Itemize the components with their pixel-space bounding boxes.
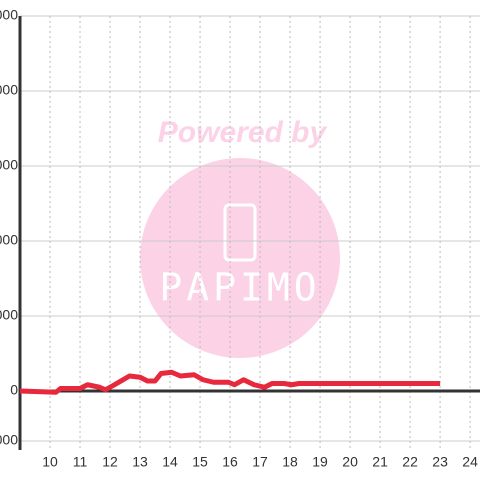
x-tick-label: 15 bbox=[192, 454, 208, 470]
y-tick-label: 90,000 bbox=[0, 157, 18, 173]
x-tick-label: 10 bbox=[42, 454, 58, 470]
x-tick-label: 11 bbox=[73, 454, 88, 470]
y-tick-label: 0 bbox=[10, 382, 18, 398]
x-tick-label: 19 bbox=[312, 454, 328, 470]
line bbox=[19, 369, 441, 395]
x-tick-label: 24 bbox=[462, 454, 478, 470]
x-tick-label: 20 bbox=[342, 454, 358, 470]
y-tick-label: 150,000 bbox=[0, 7, 18, 23]
x-tick-label: 12 bbox=[102, 454, 118, 470]
x-tick-label: 14 bbox=[162, 454, 178, 470]
y-tick-label: -20,000 bbox=[0, 432, 18, 448]
y-tick-label: 30,000 bbox=[0, 307, 18, 323]
x-tick-label: 13 bbox=[132, 454, 148, 470]
x-tick-label: 17 bbox=[252, 454, 268, 470]
x-tick-label: 22 bbox=[402, 454, 418, 470]
x-tick-label: 21 bbox=[372, 454, 388, 470]
x-tick-label: 23 bbox=[432, 454, 448, 470]
watermark-logo: PAPIMO bbox=[159, 266, 320, 310]
y-tick-label: 60,000 bbox=[0, 232, 18, 248]
watermark-icon bbox=[223, 203, 257, 262]
y-tick-label: 120,000 bbox=[0, 82, 18, 98]
x-tick-label: 16 bbox=[222, 454, 238, 470]
x-tick-label: 18 bbox=[282, 454, 298, 470]
watermark-text: Powered by bbox=[158, 116, 328, 149]
